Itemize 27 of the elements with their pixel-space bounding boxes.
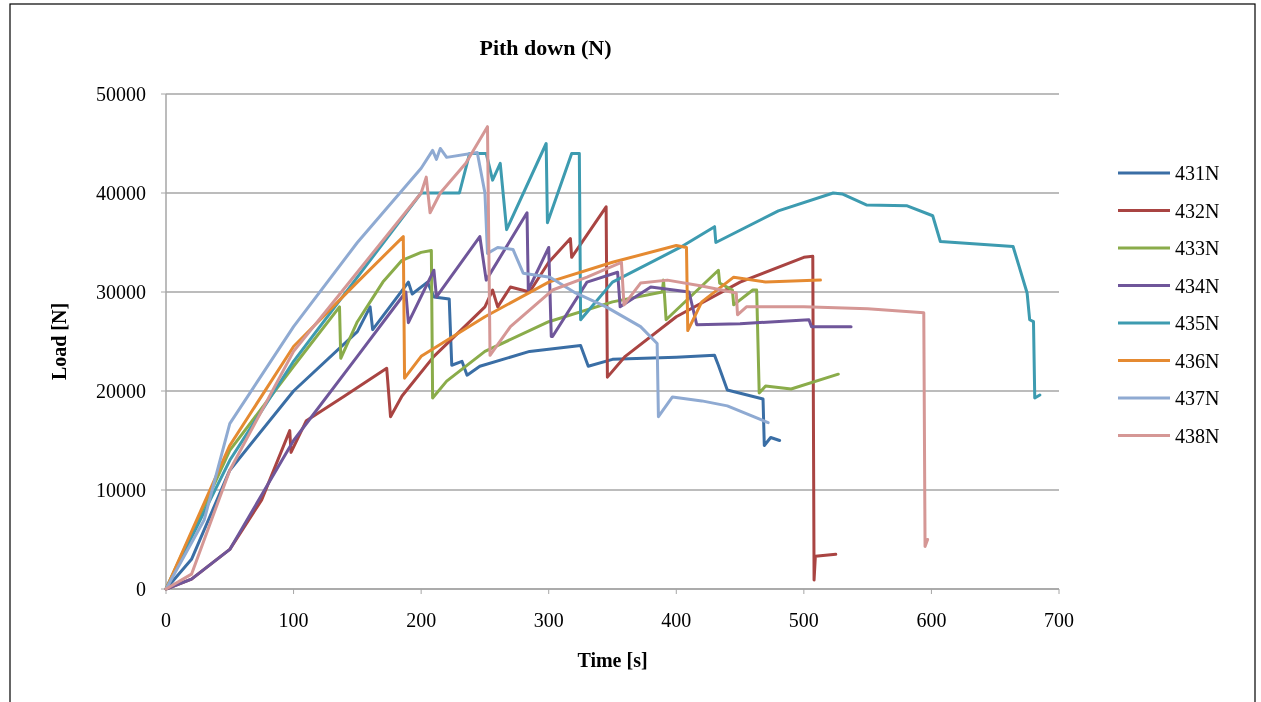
legend-label: 433N <box>1175 237 1220 259</box>
legend-label: 437N <box>1175 387 1220 409</box>
y-tick-label: 10000 <box>96 479 146 501</box>
x-tick-label: 400 <box>661 609 692 631</box>
x-tick-label: 300 <box>533 609 564 631</box>
legend-label: 432N <box>1175 199 1220 222</box>
x-tick-label: 200 <box>406 609 437 631</box>
y-tick-label: 30000 <box>96 281 146 303</box>
x-tick-label: 500 <box>788 609 819 631</box>
y-tick-label: 40000 <box>96 182 146 204</box>
x-tick-label: 100 <box>278 609 309 631</box>
legend-label: 434N <box>1175 274 1220 297</box>
legend-label: 435N <box>1175 312 1220 334</box>
y-axis-title: Load [N] <box>48 302 70 381</box>
y-tick-label: 0 <box>136 578 146 600</box>
legend-label: 438N <box>1175 424 1220 447</box>
legend-label: 436N <box>1175 349 1220 372</box>
line-series <box>164 146 770 591</box>
legend-label: 431N <box>1175 162 1220 184</box>
x-tick-label: 700 <box>1044 609 1074 631</box>
x-axis-title: Time [s] <box>577 649 648 671</box>
x-tick-label: 0 <box>161 609 171 631</box>
y-tick-label: 20000 <box>96 380 146 402</box>
x-tick-label: 600 <box>916 609 947 631</box>
line-series <box>164 125 930 591</box>
chart-title: Pith down (N) <box>479 35 612 60</box>
y-tick-label: 50000 <box>96 83 146 105</box>
